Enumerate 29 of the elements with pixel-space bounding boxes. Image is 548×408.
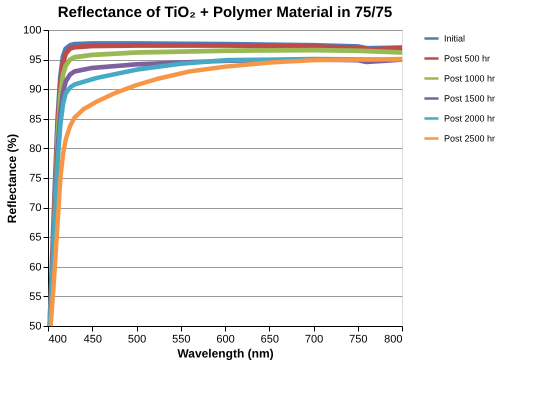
legend-label: Post 1000 hr: [444, 74, 496, 84]
y-tick-label: 55: [29, 290, 42, 303]
y-tick-label: 85: [29, 113, 42, 126]
y-tick-label: 50: [29, 320, 42, 332]
chart-title: Reflectance of TiO₂ + Polymer Material in 75/75: [58, 4, 392, 21]
legend-label: Post 500 hr: [444, 54, 490, 64]
y-tick-label: 75: [29, 172, 42, 184]
legend-label: Post 2000 hr: [444, 114, 496, 124]
legend-label: Post 2500 hr: [444, 134, 496, 144]
x-tick-label: 550: [172, 334, 190, 346]
y-tick-label: 65: [29, 232, 42, 244]
y-tick-label: 95: [29, 54, 42, 66]
x-tick-label: 650: [260, 334, 279, 346]
legend-label: Initial: [444, 34, 466, 44]
x-tick-label: 500: [128, 334, 146, 346]
y-tick-label: 60: [29, 261, 42, 274]
y-axis-title: Reflectance (%): [5, 134, 20, 224]
x-axis-title: Wavelength (nm): [177, 346, 274, 360]
x-tick-label: 750: [349, 334, 368, 346]
x-tick-label: 450: [84, 334, 102, 346]
x-tick-label: 700: [304, 334, 324, 346]
y-tick-label: 100: [23, 24, 42, 36]
x-tick-label: 800: [384, 334, 402, 346]
legend-label: Post 1500 hr: [444, 94, 496, 104]
x-tick-label: 600: [216, 334, 235, 346]
y-tick-label: 90: [29, 84, 42, 96]
y-tick-label: 70: [29, 202, 42, 214]
x-tick-label: 400: [48, 334, 67, 346]
y-tick-label: 80: [29, 142, 42, 155]
